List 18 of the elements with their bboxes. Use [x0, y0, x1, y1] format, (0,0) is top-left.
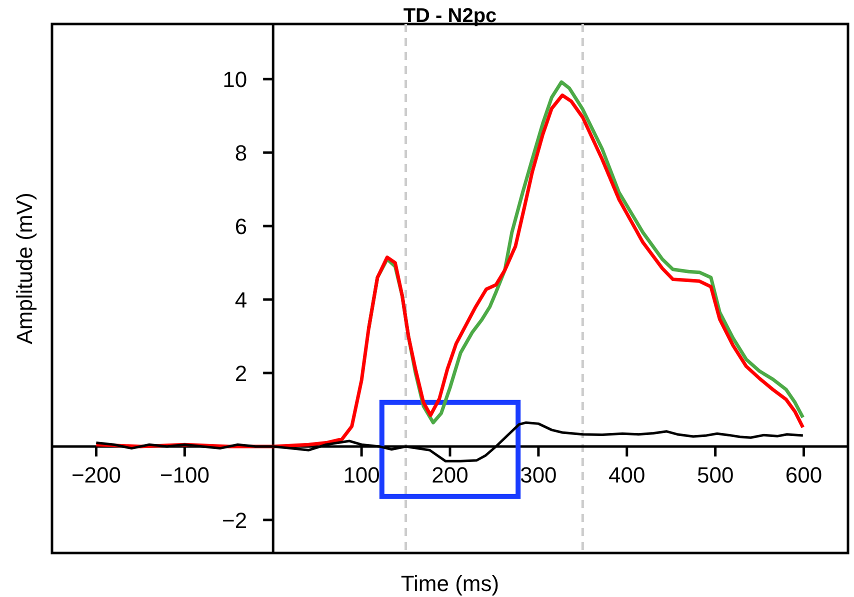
y-tick-label: 10: [222, 67, 248, 92]
y-tick-label: 6: [234, 214, 248, 240]
x-tick-label: −200: [71, 462, 122, 488]
x-tick-label: 500: [696, 462, 734, 488]
x-tick-label: 400: [608, 462, 646, 488]
y-tick-label: 2: [234, 360, 248, 386]
chart-title: TD - N2pc: [403, 5, 497, 27]
y-axis-title: Amplitude (mV): [12, 192, 37, 344]
x-axis-title: Time (ms): [400, 571, 500, 596]
y-tick-label: 4: [234, 288, 248, 313]
x-tick-label: 200: [432, 462, 468, 488]
x-tick-label: 100: [343, 462, 380, 488]
y-tick-label: −2: [222, 508, 248, 533]
x-tick-label: 600: [785, 462, 822, 488]
x-tick-label: −100: [160, 462, 210, 488]
y-tick-label: 8: [234, 140, 248, 166]
line-series: [94, 94, 805, 448]
x-tick-label: 300: [520, 462, 557, 488]
